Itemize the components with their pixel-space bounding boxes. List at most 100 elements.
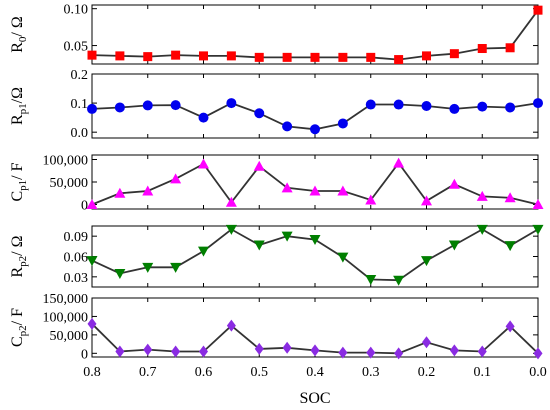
y-axis-label-main: R (9, 42, 26, 53)
y-tick-label: 100,000 (43, 154, 89, 169)
y-axis-label: R0/ Ω (9, 16, 29, 53)
data-point (142, 100, 153, 111)
panel-frame (91, 154, 539, 210)
data-point (448, 240, 460, 251)
data-point (337, 252, 349, 263)
data-point (366, 52, 376, 62)
data-point (115, 345, 125, 358)
x-tick-label: 0.4 (306, 365, 324, 380)
data-point (532, 199, 544, 209)
panel-4: 0.03 0.06 0.09 Rp2/ Ω (9, 224, 544, 288)
data-point (422, 336, 431, 349)
y-tick-label: 0 (81, 347, 88, 362)
y-tick-label: 0.1 (71, 97, 89, 112)
data-point (421, 256, 432, 267)
y-axis-label-main: R (9, 114, 26, 125)
data-point (394, 347, 404, 360)
data-point (226, 319, 236, 332)
data-point (338, 346, 348, 359)
data-point (198, 246, 209, 257)
y-tick-label: 0.2 (71, 68, 89, 83)
data-point (365, 194, 377, 205)
data-point (337, 118, 348, 129)
y-tick-label: 0.0 (71, 126, 89, 141)
panel-2: 0.0 0.1 0.2 Rp1/Ω (9, 68, 543, 141)
x-tick-label: 0.0 (529, 365, 547, 380)
data-point (143, 343, 153, 356)
data-point (115, 51, 125, 61)
data-point (281, 231, 293, 242)
y-tick-label: 0.06 (64, 251, 89, 266)
x-tick-label: 0.1 (474, 365, 492, 380)
data-point (198, 112, 209, 123)
data-point (282, 121, 293, 132)
x-tick-label: 0.5 (251, 365, 269, 380)
data-point (338, 52, 348, 62)
data-point (505, 102, 516, 113)
data-point (449, 344, 459, 357)
y-tick-label: 0.05 (64, 40, 89, 55)
data-point (281, 182, 293, 193)
data-point (421, 195, 432, 206)
panel-1: 0.05 0.10 R0/ Ω (9, 3, 543, 65)
data-point (477, 345, 487, 358)
y-tick-label: 0.03 (64, 271, 89, 286)
y-axis-label-sub: p1 (17, 103, 29, 114)
y-tick-label: 0 (81, 199, 88, 214)
data-point (476, 190, 488, 201)
data-point (477, 101, 488, 112)
data-point (253, 240, 265, 251)
data-point (199, 345, 208, 358)
y-axis-label-unit: /Ω (9, 87, 26, 103)
data-point (87, 317, 97, 330)
y-tick-label: 0.10 (64, 3, 89, 18)
data-point (170, 100, 181, 111)
data-point (225, 224, 237, 235)
data-point (171, 50, 181, 60)
data-point (170, 262, 182, 273)
data-point (226, 98, 237, 109)
data-point (505, 320, 515, 333)
data-point (225, 196, 237, 207)
data-point (254, 342, 264, 355)
y-tick-label: 50,000 (50, 176, 89, 191)
data-point (226, 51, 236, 61)
data-point (198, 158, 209, 169)
data-point (504, 241, 516, 252)
data-point (393, 157, 405, 168)
data-point (309, 235, 321, 246)
data-point (448, 178, 460, 189)
data-point (254, 52, 264, 62)
data-point (87, 50, 97, 60)
data-point (394, 55, 404, 65)
y-axis-label-sub: p1 (17, 180, 29, 191)
data-point (532, 224, 544, 235)
panel-3: 0 50,000 100,000 Cp1/ F (9, 154, 544, 214)
y-axis-label: Rp2/ Ω (9, 235, 29, 277)
series-line (91, 9, 539, 61)
series-line (91, 161, 539, 206)
data-point (253, 160, 265, 171)
x-tick-label: 0.8 (83, 365, 101, 380)
x-tick-label: 0.7 (139, 365, 157, 380)
data-point (199, 51, 208, 61)
data-point (254, 108, 265, 119)
y-axis-label-sub: p2 (17, 256, 29, 267)
y-axis-label-main: C (9, 336, 26, 347)
y-axis-label-unit: / Ω (9, 235, 26, 255)
data-point (282, 52, 292, 62)
data-point (87, 103, 97, 114)
data-point (142, 262, 154, 273)
data-point (476, 224, 488, 235)
y-axis-label-sub: 0 (17, 36, 29, 42)
data-point (310, 344, 320, 357)
data-point (171, 345, 181, 358)
data-point (309, 185, 321, 196)
data-point (86, 199, 98, 209)
y-axis-label: Cp1/ F (9, 162, 29, 201)
data-point (421, 101, 432, 111)
y-tick-label: 150,000 (43, 292, 89, 307)
y-axis-label-unit: / F (9, 308, 26, 325)
